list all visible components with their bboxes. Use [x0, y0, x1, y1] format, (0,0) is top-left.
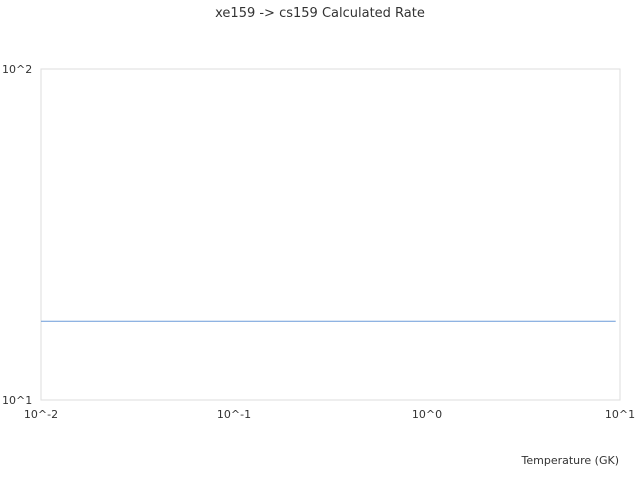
- y-tick-label-top: 10^2: [2, 63, 32, 76]
- plot-area: [40, 68, 621, 401]
- chart-title: xe159 -> cs159 Calculated Rate: [215, 6, 425, 21]
- y-tick-label-bottom: 10^1: [2, 394, 32, 407]
- x-tick-label-1: 10^-1: [217, 408, 251, 421]
- x-tick-label-0: 10^-2: [24, 408, 58, 421]
- x-tick-label-3: 10^1: [605, 408, 635, 421]
- x-axis-label: Temperature (GK): [521, 454, 620, 467]
- x-tick-label-2: 10^0: [412, 408, 442, 421]
